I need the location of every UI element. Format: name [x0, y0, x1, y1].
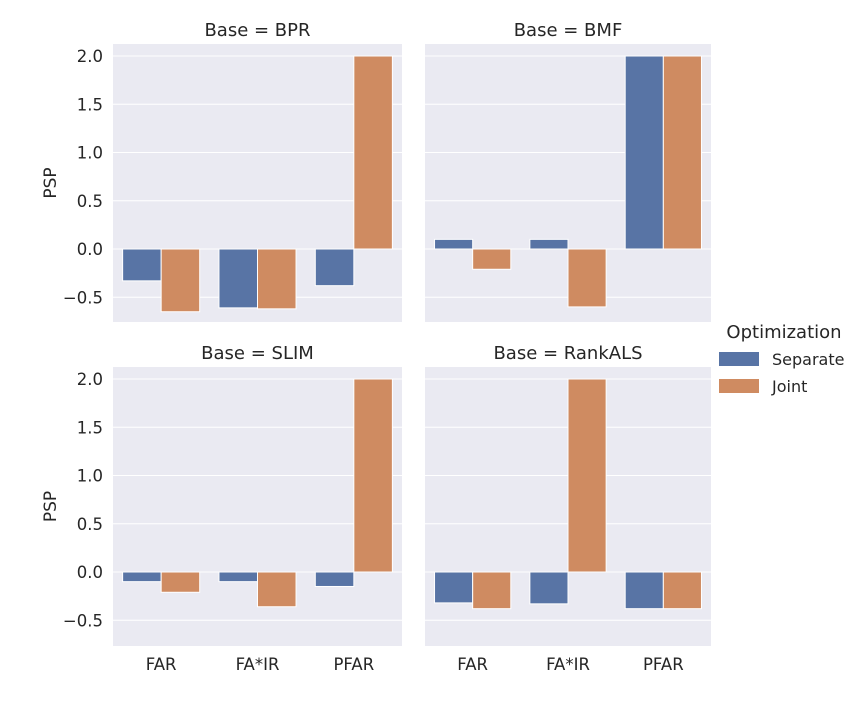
- y-tick-label: 0.5: [77, 192, 103, 211]
- y-tick-label: −0.5: [63, 611, 103, 630]
- y-tick-label: 2.0: [77, 370, 103, 389]
- x-tick-label: FAR: [457, 655, 488, 674]
- bar-joint-2: [257, 248, 297, 310]
- panel-title: Base = BPR: [204, 20, 310, 41]
- bar-joint-3: [353, 378, 393, 573]
- panel-title: Base = SLIM: [201, 343, 314, 364]
- legend-swatch-separate: [719, 352, 759, 366]
- y-tick-label: 1.5: [77, 95, 103, 114]
- legend: Optimization Separate Joint: [719, 322, 844, 396]
- legend-title: Optimization: [726, 322, 841, 343]
- x-tick-label: FA*IR: [546, 655, 590, 674]
- y-tick-label: 0.5: [77, 515, 103, 534]
- bar-separate-3: [624, 55, 664, 250]
- bar-joint-3: [662, 55, 702, 250]
- bar-joint-2: [567, 378, 607, 573]
- y-axis-label: PSP: [41, 491, 61, 522]
- bar-separate-1: [434, 571, 474, 604]
- bar-separate-2: [529, 571, 569, 605]
- bar-separate-3: [624, 571, 664, 610]
- bar-joint-1: [160, 248, 201, 313]
- x-tick-label: PFAR: [643, 655, 684, 674]
- legend-swatch-joint: [719, 379, 759, 393]
- bar-separate-2: [218, 571, 258, 583]
- bar-separate-1: [122, 248, 162, 282]
- x-tick-label: FAR: [146, 655, 177, 674]
- y-tick-label: 2.0: [77, 47, 103, 66]
- y-tick-label: 1.5: [77, 418, 103, 437]
- y-tick-label: 1.0: [77, 467, 103, 486]
- bar-joint-2: [257, 571, 297, 608]
- y-tick-label: 0.0: [77, 240, 103, 259]
- panel-2: Base = BMF: [425, 20, 711, 322]
- y-tick-label: 1.0: [77, 144, 103, 163]
- bar-joint-2: [567, 248, 607, 308]
- bar-joint-3: [662, 571, 702, 610]
- panel-3: Base = SLIM −0.5 0.0 0.5 1.0 1.5 2.0 PSP FAR FA*I…: [41, 343, 402, 674]
- bar-separate-3: [314, 571, 355, 587]
- bar-separate-3: [314, 248, 355, 287]
- y-tick-label: 0.0: [77, 563, 103, 582]
- y-axis-label: PSP: [41, 167, 61, 198]
- panel-title: Base = BMF: [514, 20, 623, 41]
- bar-joint-3: [353, 55, 393, 250]
- panel-4: Base = RankALS FAR FA*IR PFAR: [425, 343, 711, 674]
- bar-separate-2: [529, 238, 569, 250]
- x-tick-label: PFAR: [333, 655, 374, 674]
- bar-joint-1: [472, 248, 512, 270]
- bar-separate-1: [434, 238, 474, 250]
- bar-separate-1: [122, 571, 162, 583]
- panel-title: Base = RankALS: [493, 343, 642, 364]
- legend-label-joint: Joint: [771, 377, 807, 396]
- bar-separate-2: [218, 248, 258, 309]
- panel-1: Base = BPR −0.5 0.0 0.5 1.0 1.5 2.0 PSP: [41, 20, 402, 322]
- y-tick-label: −0.5: [63, 288, 103, 307]
- bar-joint-1: [160, 571, 201, 593]
- bar-joint-1: [472, 571, 512, 610]
- legend-label-separate: Separate: [772, 350, 844, 369]
- x-tick-label: FA*IR: [236, 655, 280, 674]
